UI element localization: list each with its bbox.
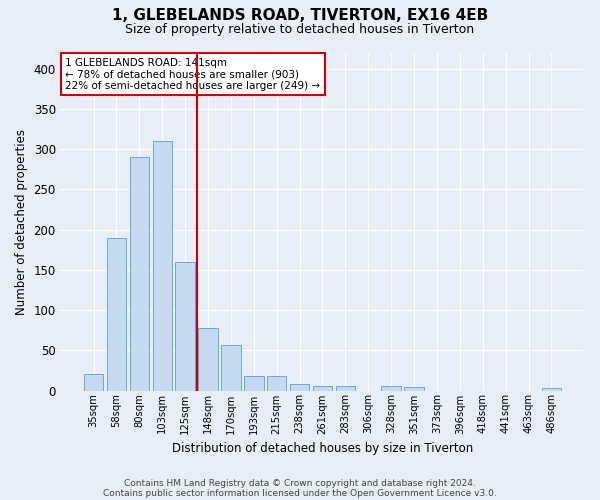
Text: 1, GLEBELANDS ROAD, TIVERTON, EX16 4EB: 1, GLEBELANDS ROAD, TIVERTON, EX16 4EB xyxy=(112,8,488,22)
Bar xyxy=(542,388,561,390)
Bar xyxy=(290,384,310,390)
Bar xyxy=(267,376,286,390)
Bar xyxy=(107,238,126,390)
Text: Contains public sector information licensed under the Open Government Licence v3: Contains public sector information licen… xyxy=(103,488,497,498)
Bar xyxy=(130,157,149,390)
Bar xyxy=(221,344,241,391)
Text: Contains HM Land Registry data © Crown copyright and database right 2024.: Contains HM Land Registry data © Crown c… xyxy=(124,478,476,488)
Bar xyxy=(152,141,172,390)
Bar xyxy=(84,374,103,390)
X-axis label: Distribution of detached houses by size in Tiverton: Distribution of detached houses by size … xyxy=(172,442,473,455)
Bar xyxy=(175,262,195,390)
Bar xyxy=(404,388,424,390)
Bar xyxy=(335,386,355,390)
Y-axis label: Number of detached properties: Number of detached properties xyxy=(15,128,28,314)
Bar xyxy=(198,328,218,390)
Bar xyxy=(382,386,401,390)
Bar xyxy=(244,376,263,390)
Text: 1 GLEBELANDS ROAD: 141sqm
← 78% of detached houses are smaller (903)
22% of semi: 1 GLEBELANDS ROAD: 141sqm ← 78% of detac… xyxy=(65,58,320,91)
Text: Size of property relative to detached houses in Tiverton: Size of property relative to detached ho… xyxy=(125,22,475,36)
Bar xyxy=(313,386,332,390)
